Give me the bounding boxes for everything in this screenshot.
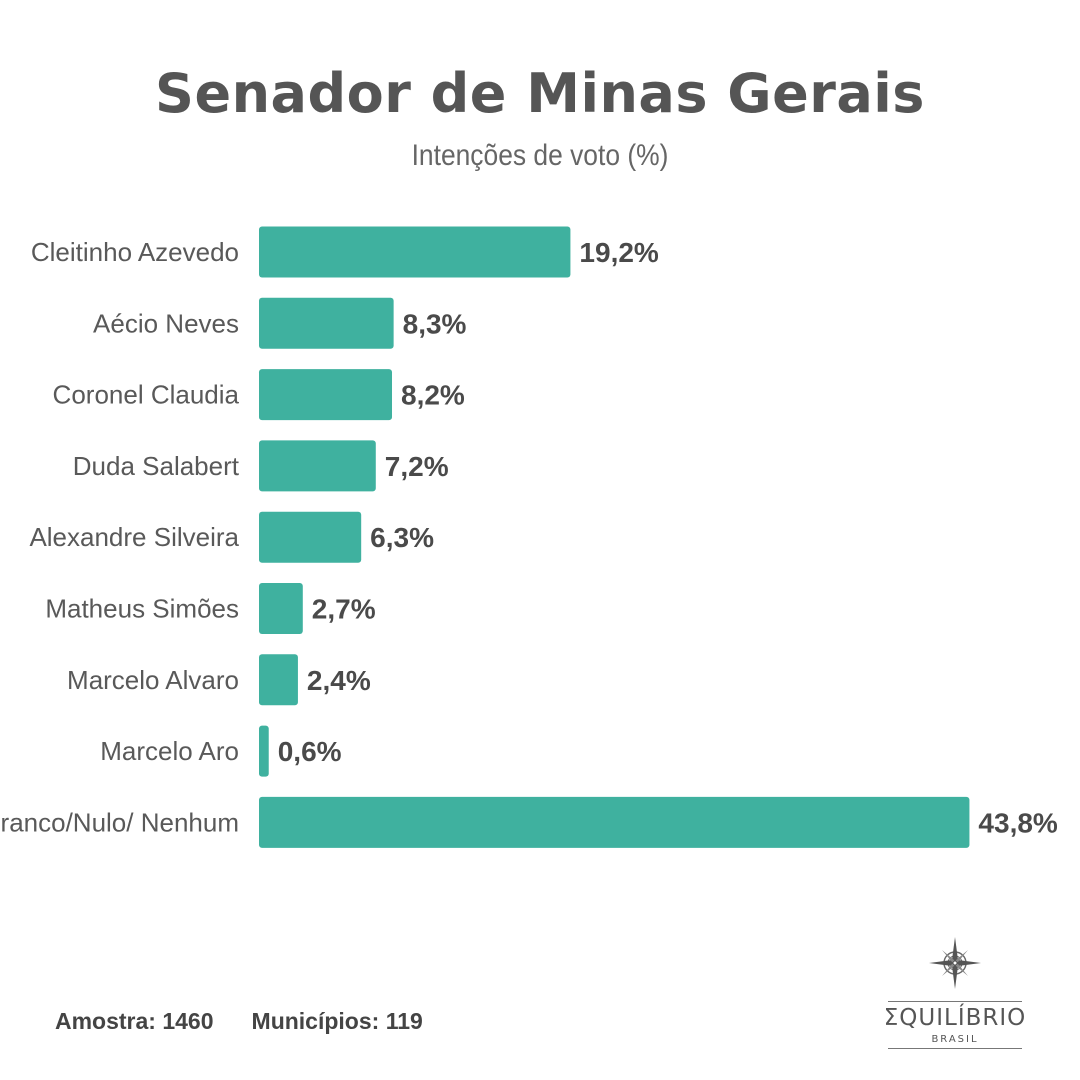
category-label-4: Alexandre Silveira — [29, 522, 239, 552]
bar-8 — [259, 796, 970, 848]
value-label-3: 7,2% — [385, 451, 449, 482]
logo-wordmark: ΣQUILÍBRIO — [883, 1005, 1027, 1031]
bar-5 — [259, 583, 303, 634]
bar-2 — [259, 369, 393, 421]
value-label-0: 19,2% — [579, 237, 658, 268]
category-label-3: Duda Salabert — [73, 451, 240, 481]
value-label-7: 0,6% — [278, 736, 342, 767]
category-label-8: Branco/Nulo/ Nenhum — [0, 807, 239, 837]
category-label-1: Aécio Neves — [93, 308, 239, 338]
value-label-4: 6,3% — [370, 522, 434, 553]
bar-3 — [259, 440, 376, 492]
value-label-5: 2,7% — [312, 594, 376, 625]
value-label-8: 43,8% — [978, 807, 1057, 838]
value-label-2: 8,2% — [401, 380, 465, 411]
municipality-count: Municípios: 119 — [251, 1008, 423, 1034]
category-label-7: Marcelo Aro — [100, 736, 239, 766]
logo-subtitle: BRASIL — [931, 1034, 979, 1045]
bar-chart: Cleitinho Azevedo 19,2% Aécio Neves 8,3% Cor… — [0, 226, 1058, 848]
category-label-2: Coronel Claudia — [53, 380, 240, 410]
category-label-0: Cleitinho Azevedo — [31, 237, 239, 267]
bar-7 — [259, 725, 269, 777]
chart-title: Senador de Minas Gerais — [155, 62, 925, 125]
logo-divider-bottom — [888, 1048, 1022, 1049]
chart-subtitle: Intenções de voto (%) — [411, 139, 669, 172]
category-label-5: Matheus Simões — [45, 594, 239, 624]
logo-divider-top — [888, 1001, 1022, 1002]
value-label-1: 8,3% — [403, 308, 467, 339]
bar-1 — [259, 297, 394, 349]
equilibrio-logo: ΣQUILÍBRIO BRASIL — [880, 935, 1030, 1055]
footer: Amostra: 1460 Municípios: 119 — [55, 1008, 423, 1035]
bar-4 — [259, 511, 362, 563]
bar-0 — [259, 226, 571, 278]
compass-rose-icon — [929, 937, 981, 989]
bar-6 — [259, 654, 298, 706]
value-label-6: 2,4% — [307, 665, 371, 696]
category-label-6: Marcelo Alvaro — [67, 665, 239, 695]
sample-size: Amostra: 1460 — [55, 1008, 214, 1034]
